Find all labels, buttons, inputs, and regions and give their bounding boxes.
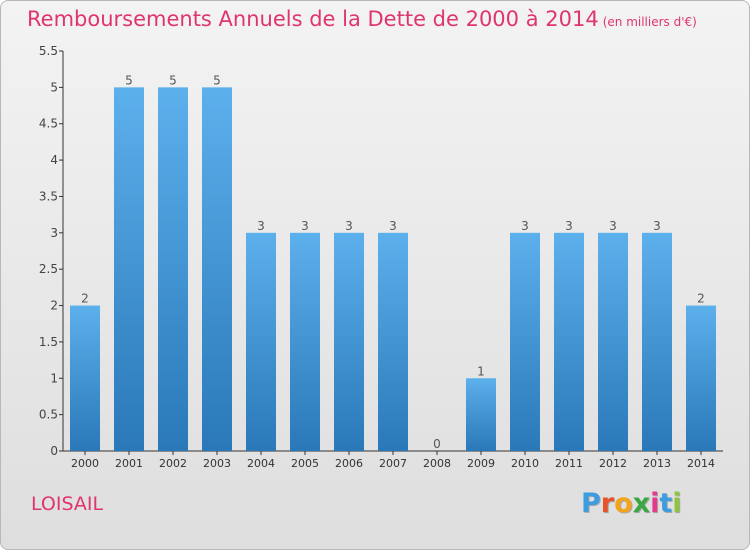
proxiti-logo: Proxiti bbox=[581, 488, 682, 519]
x-tick-label: 2012 bbox=[599, 457, 627, 470]
data-label: 2 bbox=[697, 292, 705, 306]
chart-subtitle: (en milliers d'€) bbox=[602, 15, 697, 29]
x-tick-label: 2003 bbox=[203, 457, 231, 470]
data-label: 3 bbox=[389, 219, 397, 233]
y-tick-label: 3 bbox=[50, 226, 58, 240]
data-label: 1 bbox=[477, 364, 485, 378]
y-tick-label: 5.5 bbox=[39, 44, 58, 58]
bar bbox=[642, 232, 672, 451]
data-label: 3 bbox=[609, 219, 617, 233]
x-tick-label: 2008 bbox=[423, 457, 451, 470]
data-label: 5 bbox=[169, 73, 177, 87]
bar bbox=[114, 87, 144, 451]
data-label: 3 bbox=[653, 219, 661, 233]
logo-letter: o bbox=[614, 488, 633, 519]
x-tick-label: 2010 bbox=[511, 457, 539, 470]
data-label: 3 bbox=[521, 219, 529, 233]
x-tick-label: 2006 bbox=[335, 457, 363, 470]
x-tick-label: 2014 bbox=[687, 457, 715, 470]
y-tick-label: 3.5 bbox=[39, 189, 58, 203]
bar bbox=[334, 232, 364, 451]
bar bbox=[510, 232, 540, 451]
y-tick-label: 0.5 bbox=[39, 408, 58, 422]
chart-bars: 2 5 5 5 3 3 3 3 0 1 3 3 3 3 2 bbox=[70, 73, 716, 451]
bar bbox=[158, 87, 188, 451]
x-tick-label: 2005 bbox=[291, 457, 319, 470]
chart-title: Remboursements Annuels de la Dette de 20… bbox=[27, 7, 697, 31]
data-label: 3 bbox=[345, 219, 353, 233]
data-label: 2 bbox=[81, 292, 89, 306]
bar bbox=[466, 378, 496, 451]
y-tick-label: 5 bbox=[50, 80, 58, 94]
place-name: LOISAIL bbox=[31, 493, 104, 515]
logo-letter: t bbox=[659, 488, 673, 519]
logo-letter: r bbox=[600, 488, 615, 519]
bar bbox=[202, 87, 232, 451]
bar bbox=[598, 232, 628, 451]
data-label: 3 bbox=[257, 219, 265, 233]
logo-letter: x bbox=[632, 488, 651, 519]
data-label: 5 bbox=[125, 73, 133, 87]
x-tick-label: 2007 bbox=[379, 457, 407, 470]
bar bbox=[290, 232, 320, 451]
bar bbox=[378, 232, 408, 451]
data-label: 3 bbox=[301, 219, 309, 233]
x-tick-label: 2000 bbox=[71, 457, 99, 470]
logo-letter: P bbox=[581, 488, 601, 519]
x-tick-label: 2009 bbox=[467, 457, 495, 470]
y-tick-label: 2 bbox=[50, 299, 58, 313]
y-tick-label: 4.5 bbox=[39, 117, 58, 131]
x-tick-label: 2002 bbox=[159, 457, 187, 470]
x-tick-label: 2004 bbox=[247, 457, 275, 470]
x-tick-label: 2011 bbox=[555, 457, 583, 470]
y-tick-label: 1.5 bbox=[39, 335, 58, 349]
logo-letter: i bbox=[672, 488, 682, 519]
data-label: 5 bbox=[213, 73, 221, 87]
x-tick-label: 2013 bbox=[643, 457, 671, 470]
bar bbox=[686, 305, 716, 451]
bar bbox=[246, 232, 276, 451]
bar bbox=[70, 305, 100, 451]
bar bbox=[554, 232, 584, 451]
x-tick-label: 2001 bbox=[115, 457, 143, 470]
data-label: 0 bbox=[433, 437, 441, 451]
logo-letter: i bbox=[650, 488, 660, 519]
y-tick-label: 4 bbox=[50, 153, 58, 167]
chart-axes: 0 0.5 1 1.5 2 2.5 3 3.5 4 4.5 5 5.5 2000 2001 2002 2003… bbox=[39, 44, 723, 470]
chart-title-text: Remboursements Annuels de la Dette de 20… bbox=[27, 7, 599, 31]
y-tick-label: 1 bbox=[50, 371, 58, 385]
y-tick-label: 2.5 bbox=[39, 262, 58, 276]
data-label: 3 bbox=[565, 219, 573, 233]
y-tick-label: 0 bbox=[50, 444, 58, 458]
